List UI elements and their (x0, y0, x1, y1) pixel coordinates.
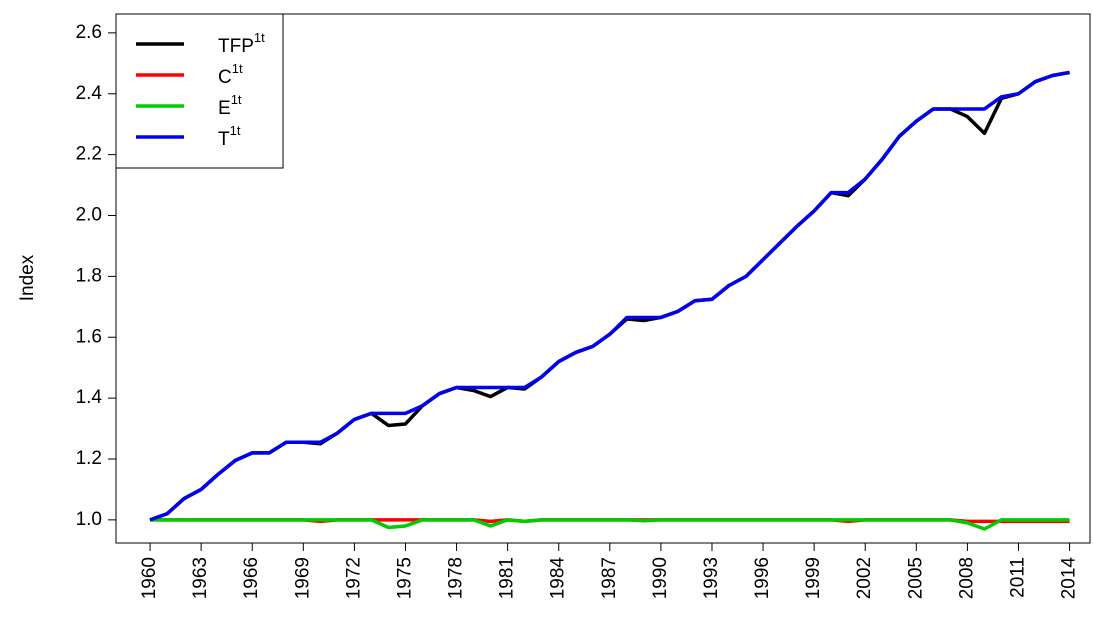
y-tick-label: 1.8 (76, 265, 102, 286)
legend-label: TFP1t (218, 30, 265, 57)
legend-name: T (218, 129, 230, 150)
legend-superscript: 1t (254, 30, 265, 45)
legend-superscript: 1t (231, 92, 242, 107)
y-tick-label: 2.6 (76, 22, 102, 43)
series-line (150, 518, 1070, 531)
legend-superscript: 1t (230, 123, 241, 138)
y-tick-label: 1.4 (76, 387, 103, 408)
x-tick-label: 1999 (803, 557, 824, 599)
series-line (149, 70, 1070, 522)
legend-box (115, 13, 284, 169)
x-tick-label: 1975 (394, 557, 415, 599)
x-tick-label: 1969 (292, 557, 313, 599)
x-tick-label: 1990 (650, 557, 671, 599)
y-tick-label: 1.2 (76, 448, 102, 469)
legend-label: C1t (218, 61, 243, 88)
legend-name: C (218, 67, 232, 88)
x-tick-label: 2005 (905, 557, 926, 599)
y-tick-label: 2.2 (76, 144, 102, 165)
legend-name: E (218, 98, 231, 119)
x-tick-label: 1993 (701, 557, 722, 599)
x-tick-label: 1984 (548, 557, 569, 600)
y-axis-label: Index (17, 254, 38, 301)
legend-name: TFP (218, 36, 254, 57)
x-tick-label: 1972 (343, 557, 364, 599)
legend-label: T1t (218, 123, 241, 150)
x-tick-label: 1987 (599, 557, 620, 599)
y-tick-label: 1.6 (76, 326, 102, 347)
x-tick-label: 1981 (497, 557, 518, 599)
x-tick-label: 2008 (956, 557, 977, 599)
x-tick-label: 1978 (446, 557, 467, 599)
y-tick-label: 2.0 (76, 205, 102, 226)
x-tick-label: 1966 (241, 557, 262, 599)
x-tick-label: 1963 (190, 557, 211, 599)
legend-label: E1t (218, 92, 242, 119)
x-tick-label: 2011 (1007, 557, 1028, 598)
y-tick-label: 2.4 (76, 83, 103, 104)
x-tick-label: 2014 (1059, 557, 1080, 600)
x-tick-label: 1960 (139, 557, 160, 599)
plot-frame (115, 13, 1091, 544)
series-line (149, 70, 1070, 522)
y-tick-label: 1.0 (76, 509, 102, 530)
legend-superscript: 1t (232, 61, 243, 76)
x-tick-label: 1996 (752, 557, 773, 599)
x-tick-label: 2002 (854, 557, 875, 599)
